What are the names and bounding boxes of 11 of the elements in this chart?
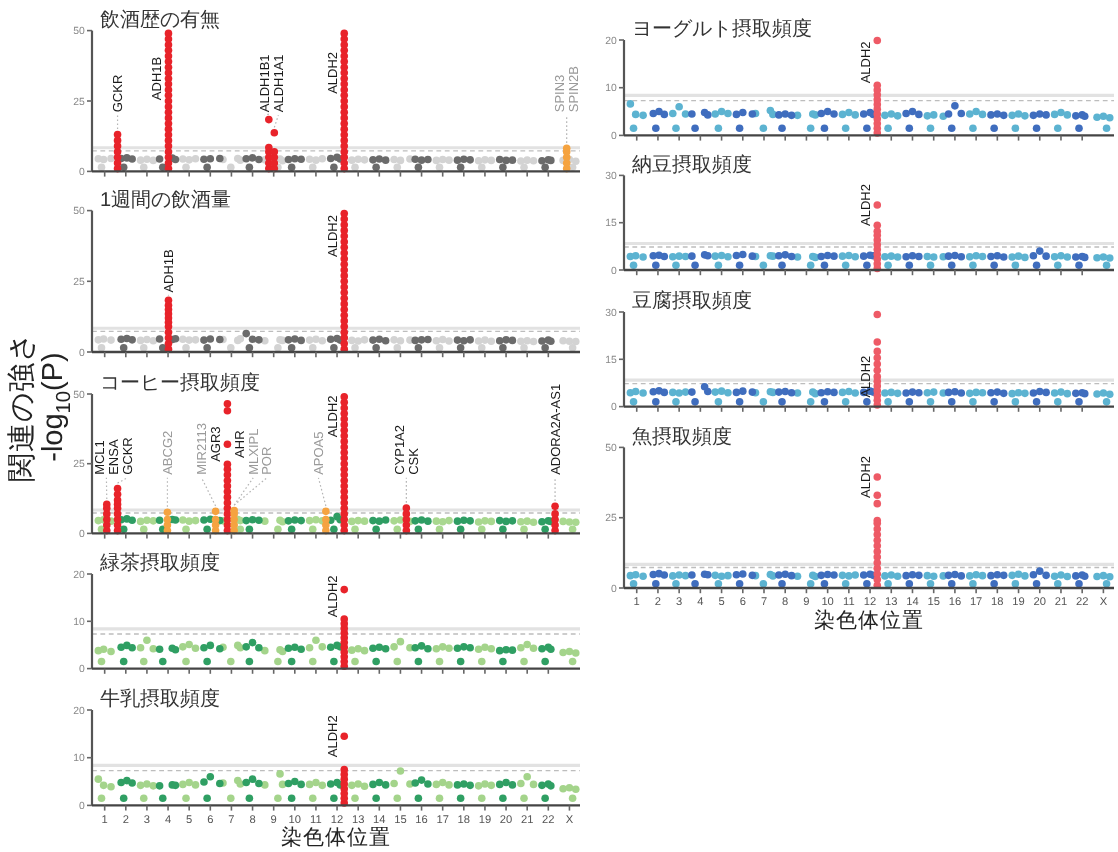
chart-title: 牛乳摂取頻度 [100, 687, 220, 712]
chart-title: ヨーグルト摂取頻度 [632, 17, 812, 42]
chart-title: コーヒー摂取頻度 [100, 371, 260, 396]
x-axis-title: 染色体位置 [281, 824, 391, 851]
chart-title: 1週間の飲酒量 [100, 187, 232, 212]
x-axis-title: 染色体位置 [814, 607, 924, 633]
chart-title: 飲酒歴の有無 [100, 7, 220, 32]
chart-title: 豆腐摂取頻度 [632, 289, 752, 314]
chart-title: 納豆摂取頻度 [632, 152, 752, 177]
chart-title: 魚摂取頻度 [632, 424, 732, 449]
chart-title: 緑茶摂取頻度 [98, 551, 220, 576]
